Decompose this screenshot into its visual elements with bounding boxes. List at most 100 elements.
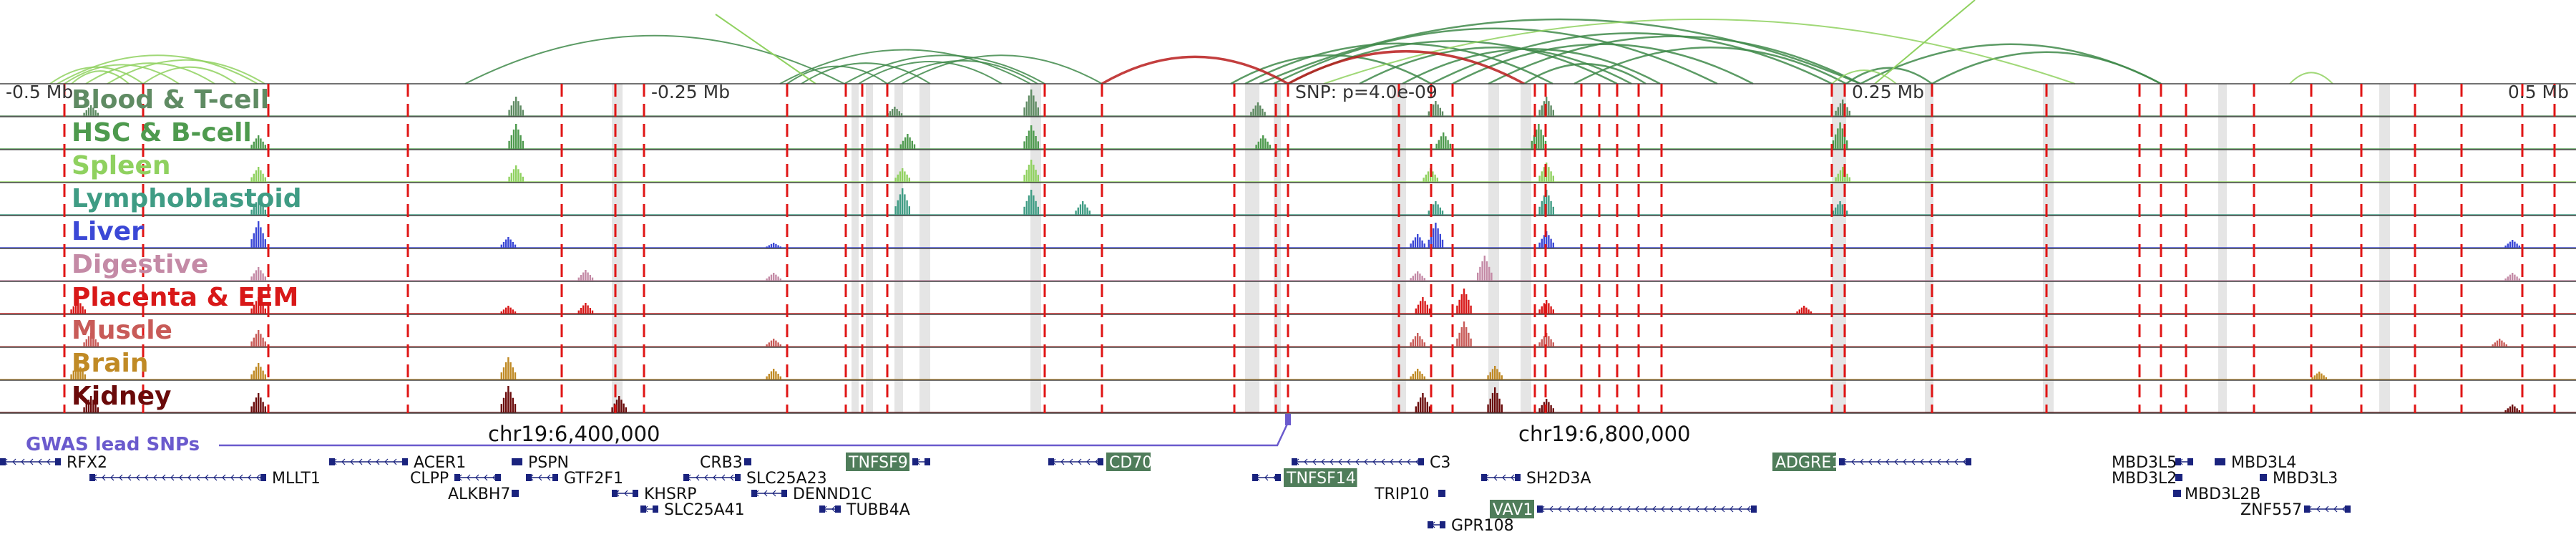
signal-peak [250, 363, 266, 380]
gene-label: TNFSF14 [1286, 470, 1356, 488]
gene: MLLT1 [89, 470, 321, 488]
gene-label: SLC25A23 [746, 470, 827, 488]
gene: MBD3L2 [2112, 470, 2182, 488]
gene: DENND1C [751, 485, 872, 503]
gene-label: MBD3L4 [2231, 454, 2296, 472]
signal-peak [1832, 122, 1848, 150]
signal-peak [83, 105, 99, 117]
chromatin-loop [49, 66, 144, 84]
chromatin-loop [85, 62, 215, 84]
gwas-snp-marker [1285, 414, 1291, 425]
gene: C3 [1292, 454, 1450, 472]
gene-label: SLC25A41 [664, 501, 745, 519]
signal-peak [250, 330, 266, 347]
signal-peak [1796, 306, 1812, 314]
gene-label: C3 [1430, 454, 1450, 472]
signal-peak [83, 396, 99, 413]
signal-peak [1250, 102, 1266, 117]
scale-left-label: -0.5 Mb [6, 82, 73, 102]
chromatin-loop [801, 62, 931, 84]
signal-peak [2492, 339, 2507, 347]
track-label: Lymphoblastoid [72, 184, 302, 213]
gene: PSPN [512, 454, 569, 472]
gene: VAV1 [1490, 500, 1757, 519]
chromatin-loop [1523, 63, 1646, 85]
chromatin-loop [1323, 19, 2076, 84]
gene-label: SH2D3A [1526, 470, 1591, 488]
track-label: Spleen [72, 151, 171, 180]
tad-boundaries [63, 84, 2556, 413]
gwas-track: GWAS lead SNPs [26, 414, 1291, 455]
signal-peak [250, 297, 266, 314]
gene: ADGRE1 [1772, 453, 1971, 472]
gene: ZNF557 [2240, 501, 2351, 519]
chromatin-loop [1430, 32, 1833, 85]
gene-label: VAV1 [1493, 501, 1533, 519]
gene-highlight-bg [846, 453, 909, 471]
chromatin-loop [786, 65, 888, 84]
signal-peak [83, 333, 99, 347]
signal-peak [1023, 190, 1039, 216]
signal-peak [250, 135, 266, 150]
chromatin-loop [1488, 35, 1861, 85]
chromatin-loop [464, 34, 845, 84]
signal-peak [1531, 124, 1547, 150]
gene-label: ADGRE1 [1775, 454, 1841, 472]
signal-peak [508, 97, 524, 117]
signal-peak [894, 168, 910, 183]
gene-label: TUBB4A [846, 501, 910, 519]
signal-peak [250, 198, 266, 216]
gene: MBD3L2B [2173, 485, 2260, 503]
gene-label: MBD3L2 [2112, 470, 2177, 488]
track-labels: Blood & T-cell HSC & B-cell Spleen Lymphobl… [72, 85, 302, 411]
signal-peak [500, 237, 517, 248]
gene: MBD3L5 [2112, 454, 2193, 472]
track-label: Brain [72, 349, 148, 378]
track-label: Blood & T-cell [72, 85, 269, 115]
scale-center-label: SNP: p=4.0e-09 [1295, 82, 1438, 102]
coord-left-label: chr19:6,400,000 [488, 422, 660, 446]
signal-peak [766, 273, 781, 281]
gene-label: ZNF557 [2240, 501, 2302, 519]
gene-label: ALKBH7 [448, 485, 510, 503]
signal-peak [1075, 201, 1091, 216]
gene: CRB3 [700, 454, 751, 472]
signal-peak [1487, 387, 1503, 413]
gene-label: MLLT1 [272, 470, 321, 488]
signal-peak [250, 221, 266, 248]
signal-peak [1456, 289, 1472, 314]
chromatin-loop [901, 54, 1103, 84]
gene-label: GPR108 [1451, 517, 1514, 535]
chromatin-loop [107, 59, 265, 84]
gene-label: KHSRP [644, 485, 697, 503]
gene-label: MBD3L3 [2273, 470, 2338, 488]
signal-peak [2504, 273, 2520, 281]
signal-peak [1435, 132, 1451, 150]
chromatin-loop [779, 49, 1031, 84]
signal-peak [1410, 234, 1425, 248]
chromatin-loop [1273, 27, 1718, 85]
chromatin-loop [1259, 18, 1861, 85]
signal-peak [766, 369, 781, 380]
gene: MBD3L4 [2215, 454, 2296, 472]
gene: TNFSF14 [1252, 468, 1357, 488]
signal-peak [1415, 393, 1431, 413]
track-label: Digestive [72, 250, 208, 279]
chromatin-loop [1244, 42, 1553, 85]
chromatin-loop [1874, 0, 1976, 84]
signal-peak [894, 188, 910, 216]
chromatin-loop [844, 54, 1045, 84]
chromatin-loop [57, 54, 258, 84]
gene-label: GTF2F1 [564, 470, 623, 488]
signal-peak [2504, 240, 2520, 248]
gene-label: ACER1 [414, 454, 466, 472]
track-label: Liver [72, 217, 144, 246]
signal-peak [577, 270, 594, 281]
gene: CD70 [1048, 453, 1152, 472]
gene: TNFSF9 [846, 453, 930, 472]
chromatin-loop [1452, 43, 1754, 85]
gene-highlight-bg [1106, 453, 1151, 471]
track-label: HSC & B-cell [72, 118, 252, 147]
gene: SLC25A41 [640, 501, 745, 519]
gene: TUBB4A [819, 501, 910, 519]
